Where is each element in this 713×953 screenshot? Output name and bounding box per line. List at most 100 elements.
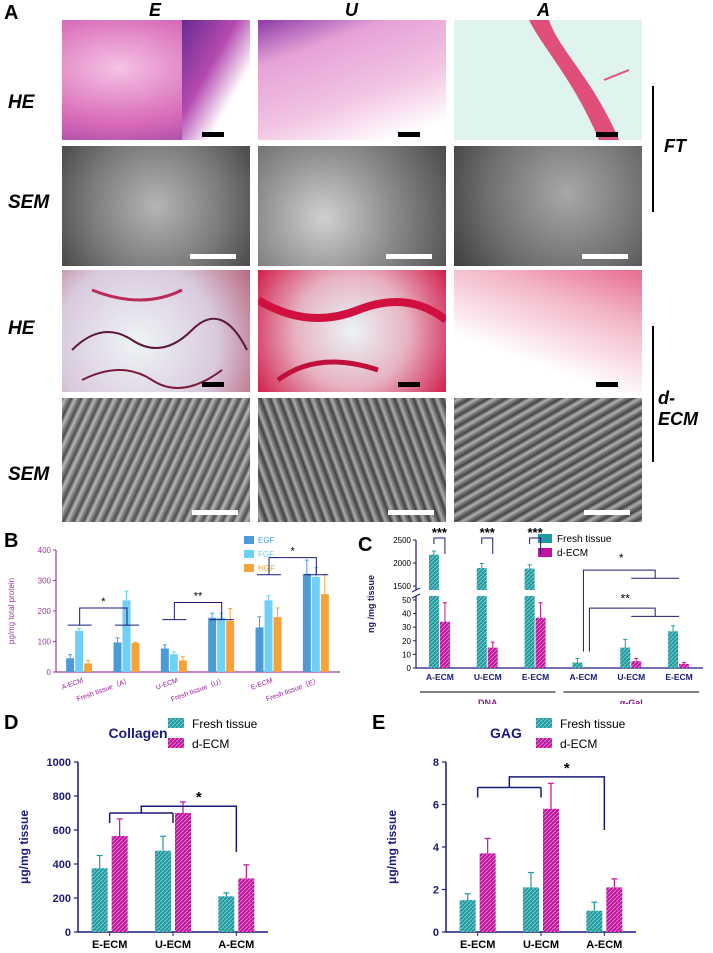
- x-tick-label: E-ECM: [250, 677, 274, 691]
- x-tick-label: U-ECM: [155, 939, 191, 951]
- significance-bracket: [140, 805, 238, 853]
- legend-label: d-ECM: [192, 737, 229, 751]
- x-tick-label: E-ECM: [522, 672, 549, 682]
- legend-swatch: [244, 550, 254, 558]
- y-tick-label: 50: [402, 596, 411, 605]
- y-tick-label: 1000: [47, 757, 71, 769]
- panel-letter-e: E: [372, 712, 386, 734]
- significance-label: ***: [527, 528, 543, 540]
- y-tick-label: 100: [38, 638, 52, 647]
- y-tick-label: 10: [402, 650, 411, 659]
- x-tick-label: A-ECM: [218, 939, 254, 951]
- bar-fresh-tissue: [668, 631, 679, 668]
- row-label-he-decell: HE: [8, 318, 35, 339]
- bar-fresh-tissue: [572, 662, 583, 668]
- bar-hgf: [320, 594, 329, 672]
- bar-d-ecm: [543, 808, 559, 932]
- chart-title: Collagen: [108, 725, 167, 741]
- column-label-u: U: [345, 0, 358, 20]
- y-tick-label: 20: [402, 637, 411, 646]
- scale-bar: [398, 382, 420, 387]
- decm-bracket: [652, 326, 654, 462]
- legend-swatch: [536, 718, 552, 728]
- bar-d-ecm: [238, 878, 255, 932]
- bar-hgf: [226, 620, 235, 672]
- legend-swatch: [244, 536, 254, 544]
- y-tick-label: 0: [65, 927, 71, 939]
- legend-swatch: [168, 718, 184, 728]
- y-tick-label: 30: [402, 623, 411, 632]
- bar-fresh-tissue: [476, 568, 487, 590]
- group-label-decm: d-ECM: [658, 388, 698, 429]
- bracket-dna: [529, 537, 542, 554]
- micrograph-he-decell-a: [454, 270, 642, 392]
- bar-fresh-tissue: [524, 568, 535, 590]
- axis-break: [411, 593, 421, 599]
- micrograph-sem-fresh-e: [62, 146, 250, 266]
- axis-break: [411, 587, 421, 593]
- scale-bar: [596, 382, 618, 387]
- legend-label: d-ECM: [560, 737, 597, 751]
- significance-label: **: [621, 592, 631, 606]
- y-axis-label: μg/mg tissue: [385, 810, 399, 884]
- y-tick-label: 800: [53, 791, 71, 803]
- panel-letter-a: A: [4, 2, 19, 24]
- micrograph-sem-fresh-u: [258, 146, 446, 266]
- legend-label: EGF: [258, 536, 275, 545]
- scale-bar: [398, 132, 420, 137]
- bar-hgf: [178, 660, 187, 672]
- x-tick-label: Fresh tissue（E）: [265, 676, 321, 703]
- panel-letter-d: D: [4, 712, 19, 734]
- micrograph-sem-decell-a: [454, 398, 642, 522]
- bar-egf: [255, 627, 264, 672]
- legend-label: Fresh tissue: [557, 534, 612, 545]
- column-label-a: A: [537, 0, 550, 20]
- y-tick-label: 0: [433, 927, 439, 939]
- group-label-dna: DNA: [478, 698, 498, 704]
- y-tick-label: 0: [407, 664, 412, 673]
- legend-label: Fresh tissue: [192, 717, 258, 731]
- y-tick-label: 300: [38, 577, 52, 586]
- x-tick-label: U-ECM: [155, 677, 179, 691]
- bar-fgf: [169, 654, 178, 672]
- scale-bar: [388, 510, 434, 515]
- y-tick-label: 6: [433, 800, 439, 812]
- y-axis-label: ng /mg tissue: [366, 575, 376, 633]
- significance-label: *: [619, 551, 624, 565]
- x-tick-label: A-ECM: [569, 672, 597, 682]
- scale-bar: [202, 132, 224, 137]
- bar-fresh-tissue: [218, 896, 235, 932]
- group-label-ft: FT: [664, 136, 686, 156]
- bar-d-ecm: [535, 617, 546, 668]
- significance-label: *: [564, 760, 570, 777]
- column-label-e: E: [149, 0, 162, 20]
- bar-egf: [302, 573, 311, 672]
- bracket-dna: [481, 537, 494, 554]
- y-tick-label: 0: [47, 668, 52, 677]
- legend-swatch: [168, 738, 184, 748]
- bracket-agal-double: [588, 607, 656, 652]
- micrograph-sem-fresh-a: [454, 146, 642, 266]
- x-tick-label: U-ECM: [523, 939, 559, 951]
- bar-fresh-tissue-lower: [428, 596, 439, 668]
- legend-swatch: [536, 738, 552, 748]
- legend-label: HGF: [258, 564, 275, 573]
- chart-e-gag: 0 2 4 6 8 μg/mg tissue GAG E-ECM U-ECM A-ECM Fresh…: [385, 717, 636, 951]
- bracket-u: [173, 601, 223, 620]
- bar-fgf: [217, 617, 226, 672]
- group-label-agal: α-Gal: [620, 698, 643, 704]
- bar-fresh-tissue: [459, 900, 476, 932]
- bar-egf: [113, 642, 122, 672]
- bar-fgf: [75, 630, 84, 672]
- bar-fgf: [122, 600, 131, 672]
- y-tick-label: 2: [433, 885, 439, 897]
- legend-swatch: [538, 548, 552, 557]
- scale-bar: [584, 510, 630, 515]
- y-tick-label: 1500: [393, 582, 411, 591]
- bar-fresh-tissue: [428, 554, 439, 590]
- y-tick-label: 400: [53, 859, 71, 871]
- y-tick-label: 200: [53, 893, 71, 905]
- y-tick-label: 4: [433, 842, 440, 854]
- row-label-he-fresh: HE: [8, 92, 35, 113]
- bar-d-ecm: [487, 647, 498, 668]
